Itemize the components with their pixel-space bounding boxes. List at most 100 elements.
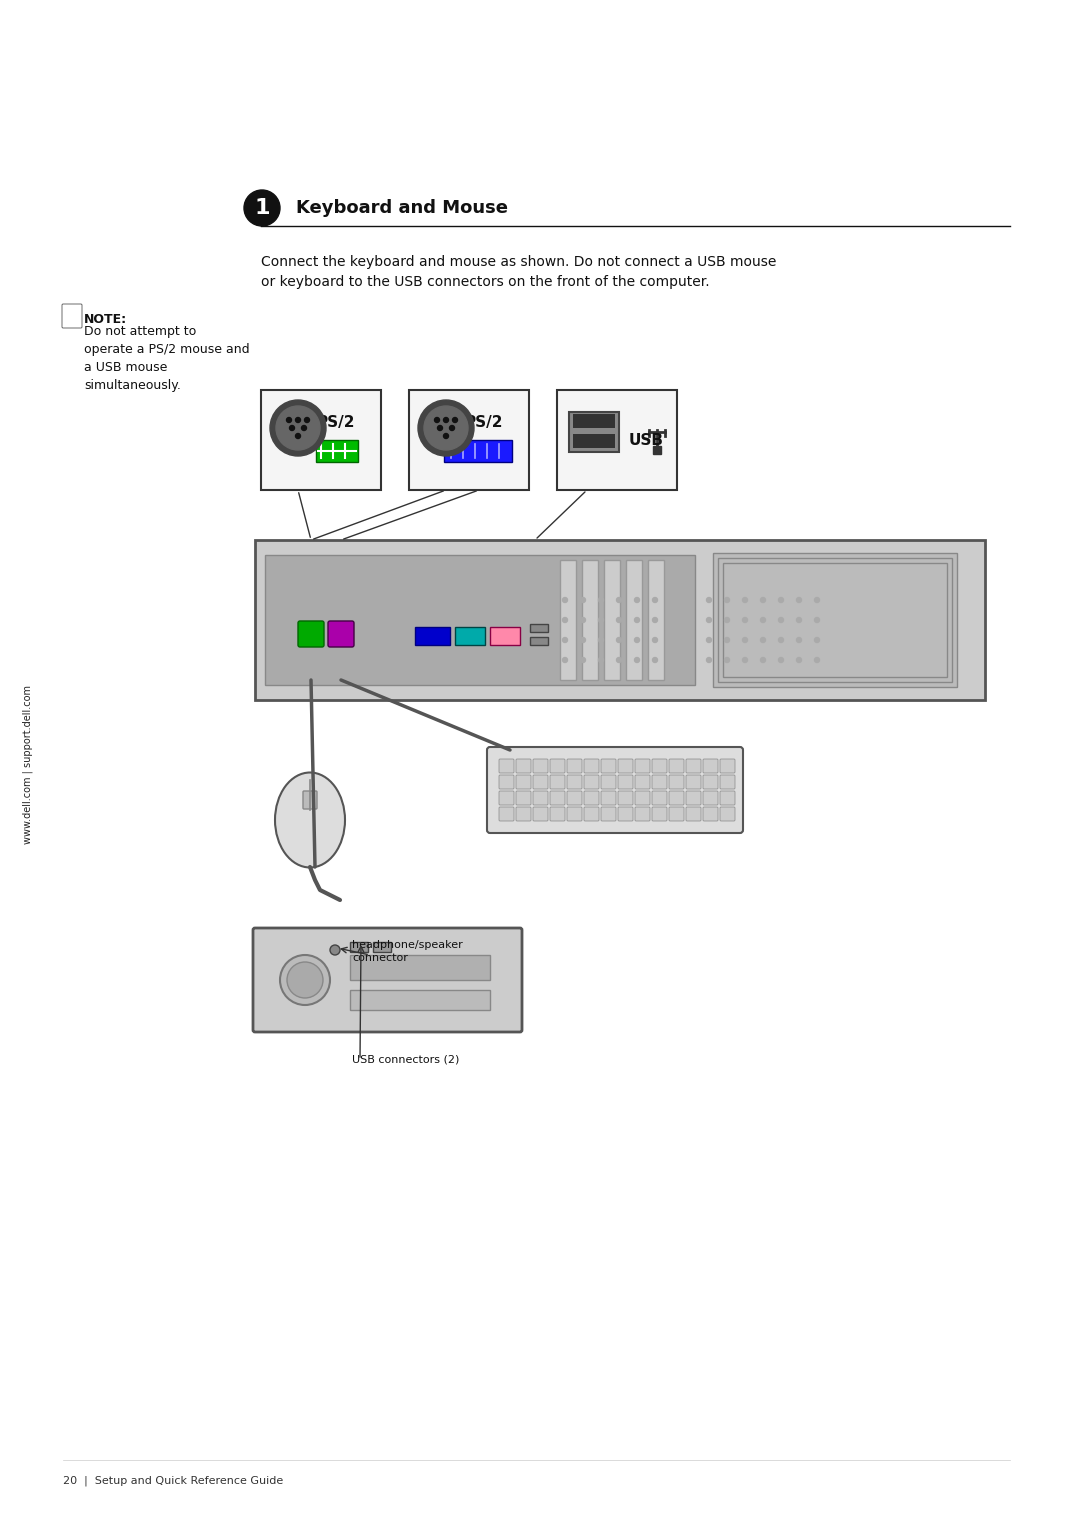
FancyBboxPatch shape bbox=[723, 562, 947, 677]
FancyBboxPatch shape bbox=[534, 759, 548, 773]
Circle shape bbox=[635, 617, 639, 622]
Circle shape bbox=[652, 597, 658, 602]
Circle shape bbox=[814, 637, 820, 642]
Circle shape bbox=[725, 657, 729, 663]
FancyBboxPatch shape bbox=[350, 955, 490, 979]
Circle shape bbox=[296, 417, 300, 423]
Circle shape bbox=[760, 617, 766, 622]
FancyBboxPatch shape bbox=[350, 990, 490, 1010]
FancyBboxPatch shape bbox=[686, 807, 701, 821]
Circle shape bbox=[617, 617, 621, 622]
FancyBboxPatch shape bbox=[487, 747, 743, 833]
FancyBboxPatch shape bbox=[618, 759, 633, 773]
FancyBboxPatch shape bbox=[415, 626, 450, 645]
Circle shape bbox=[652, 617, 658, 622]
FancyBboxPatch shape bbox=[561, 559, 576, 680]
FancyBboxPatch shape bbox=[635, 792, 650, 805]
Text: USB: USB bbox=[629, 432, 664, 448]
FancyBboxPatch shape bbox=[584, 807, 599, 821]
FancyBboxPatch shape bbox=[652, 807, 667, 821]
Circle shape bbox=[287, 963, 323, 998]
FancyBboxPatch shape bbox=[618, 775, 633, 788]
Circle shape bbox=[635, 657, 639, 663]
FancyBboxPatch shape bbox=[499, 792, 514, 805]
Circle shape bbox=[437, 425, 443, 431]
Circle shape bbox=[617, 657, 621, 663]
Circle shape bbox=[270, 400, 326, 455]
Circle shape bbox=[617, 597, 621, 602]
FancyBboxPatch shape bbox=[550, 807, 565, 821]
FancyBboxPatch shape bbox=[618, 792, 633, 805]
Circle shape bbox=[244, 189, 280, 226]
FancyBboxPatch shape bbox=[261, 390, 381, 490]
FancyBboxPatch shape bbox=[573, 434, 615, 448]
Circle shape bbox=[814, 597, 820, 602]
FancyBboxPatch shape bbox=[584, 792, 599, 805]
Circle shape bbox=[725, 617, 729, 622]
Circle shape bbox=[671, 637, 675, 642]
Circle shape bbox=[563, 637, 567, 642]
Text: PS/2: PS/2 bbox=[464, 414, 503, 429]
Circle shape bbox=[418, 400, 474, 455]
Circle shape bbox=[689, 597, 693, 602]
Circle shape bbox=[743, 657, 747, 663]
FancyBboxPatch shape bbox=[373, 941, 391, 952]
Circle shape bbox=[743, 617, 747, 622]
Circle shape bbox=[706, 657, 712, 663]
Circle shape bbox=[760, 637, 766, 642]
FancyBboxPatch shape bbox=[328, 620, 354, 646]
Circle shape bbox=[617, 637, 621, 642]
FancyBboxPatch shape bbox=[626, 559, 642, 680]
Circle shape bbox=[779, 657, 783, 663]
FancyBboxPatch shape bbox=[253, 927, 522, 1031]
Text: 20  |  Setup and Quick Reference Guide: 20 | Setup and Quick Reference Guide bbox=[63, 1475, 283, 1485]
FancyBboxPatch shape bbox=[686, 775, 701, 788]
Circle shape bbox=[598, 617, 604, 622]
Circle shape bbox=[598, 597, 604, 602]
FancyBboxPatch shape bbox=[600, 792, 616, 805]
FancyBboxPatch shape bbox=[703, 759, 718, 773]
Circle shape bbox=[424, 406, 468, 451]
FancyBboxPatch shape bbox=[265, 555, 696, 685]
Circle shape bbox=[706, 617, 712, 622]
FancyBboxPatch shape bbox=[62, 304, 82, 329]
FancyBboxPatch shape bbox=[516, 759, 531, 773]
Text: www.dell.com | support.dell.com: www.dell.com | support.dell.com bbox=[23, 685, 33, 843]
Circle shape bbox=[706, 597, 712, 602]
FancyBboxPatch shape bbox=[600, 775, 616, 788]
Circle shape bbox=[563, 597, 567, 602]
Circle shape bbox=[671, 657, 675, 663]
Circle shape bbox=[689, 617, 693, 622]
FancyBboxPatch shape bbox=[669, 759, 684, 773]
FancyBboxPatch shape bbox=[534, 792, 548, 805]
FancyBboxPatch shape bbox=[703, 807, 718, 821]
FancyBboxPatch shape bbox=[635, 759, 650, 773]
Circle shape bbox=[743, 637, 747, 642]
Circle shape bbox=[797, 657, 801, 663]
Text: Keyboard and Mouse: Keyboard and Mouse bbox=[296, 199, 508, 217]
FancyBboxPatch shape bbox=[516, 775, 531, 788]
Circle shape bbox=[797, 637, 801, 642]
Circle shape bbox=[444, 434, 448, 439]
Circle shape bbox=[453, 417, 458, 423]
Text: NOTE:: NOTE: bbox=[84, 313, 127, 325]
FancyBboxPatch shape bbox=[350, 941, 368, 952]
FancyBboxPatch shape bbox=[703, 792, 718, 805]
Circle shape bbox=[563, 657, 567, 663]
Circle shape bbox=[301, 425, 307, 431]
FancyBboxPatch shape bbox=[444, 440, 512, 461]
FancyBboxPatch shape bbox=[316, 440, 357, 461]
Circle shape bbox=[689, 637, 693, 642]
Circle shape bbox=[305, 417, 310, 423]
Circle shape bbox=[760, 597, 766, 602]
FancyBboxPatch shape bbox=[720, 759, 735, 773]
FancyBboxPatch shape bbox=[569, 413, 619, 452]
Circle shape bbox=[689, 657, 693, 663]
Circle shape bbox=[671, 597, 675, 602]
Circle shape bbox=[725, 637, 729, 642]
Bar bbox=[653, 446, 661, 454]
Circle shape bbox=[563, 617, 567, 622]
FancyBboxPatch shape bbox=[669, 792, 684, 805]
Circle shape bbox=[289, 425, 295, 431]
FancyBboxPatch shape bbox=[298, 620, 324, 646]
